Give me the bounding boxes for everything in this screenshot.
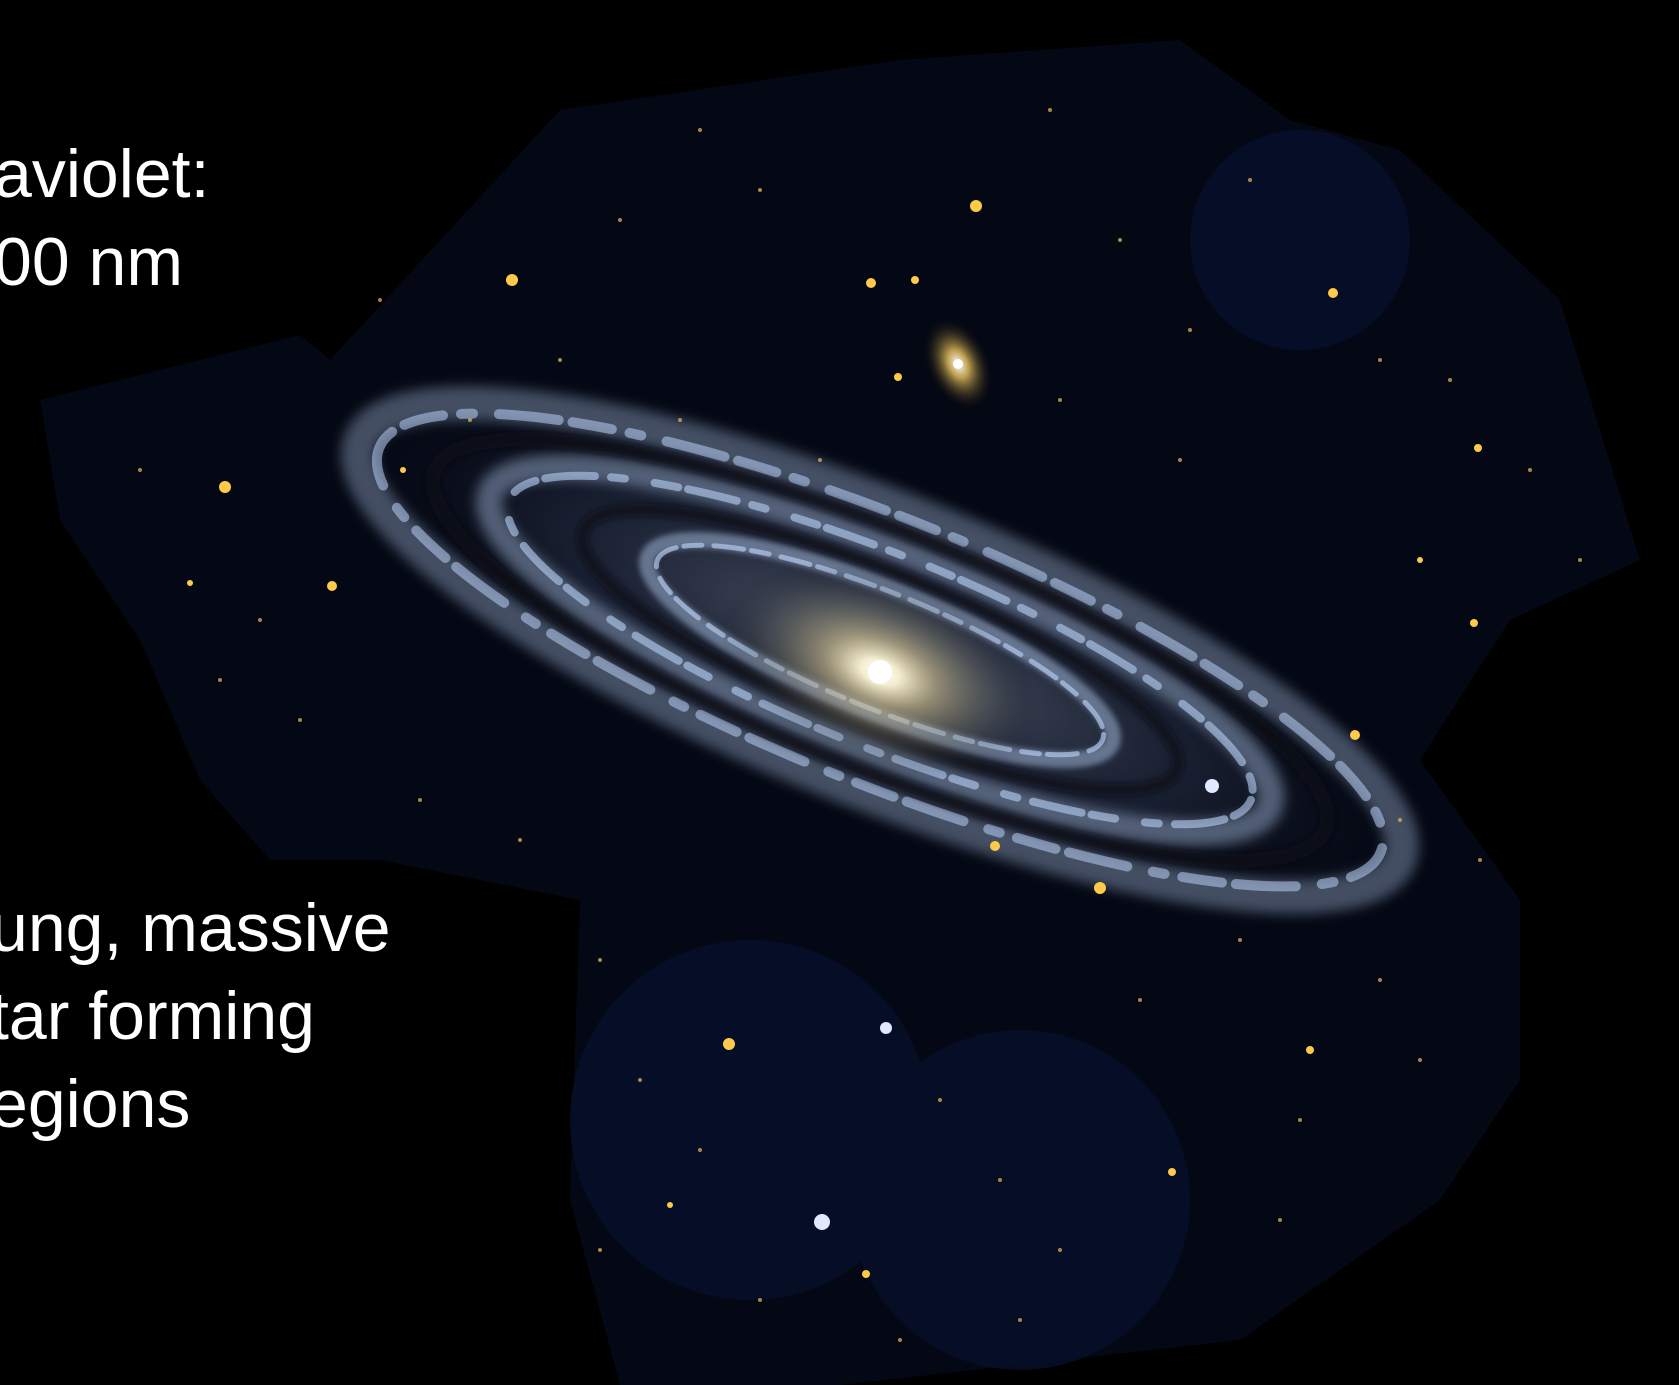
description-line-2: tar forming [0, 978, 315, 1054]
blue-stars [814, 779, 1219, 1230]
description-line-3: egions [0, 1066, 191, 1142]
galaxy-nucleus [868, 660, 892, 684]
field-stars [138, 108, 1582, 1342]
description-caption: ung, massive tar forming egions [0, 884, 391, 1148]
description-line-1: ung, massive [0, 890, 391, 966]
wavelength-band-caption: aviolet: 00 nm [0, 130, 209, 306]
band-line-2: 00 nm [0, 224, 183, 300]
band-line-1: aviolet: [0, 136, 210, 212]
survey-tiles [570, 130, 1410, 1370]
bright-stars [187, 200, 1482, 1278]
